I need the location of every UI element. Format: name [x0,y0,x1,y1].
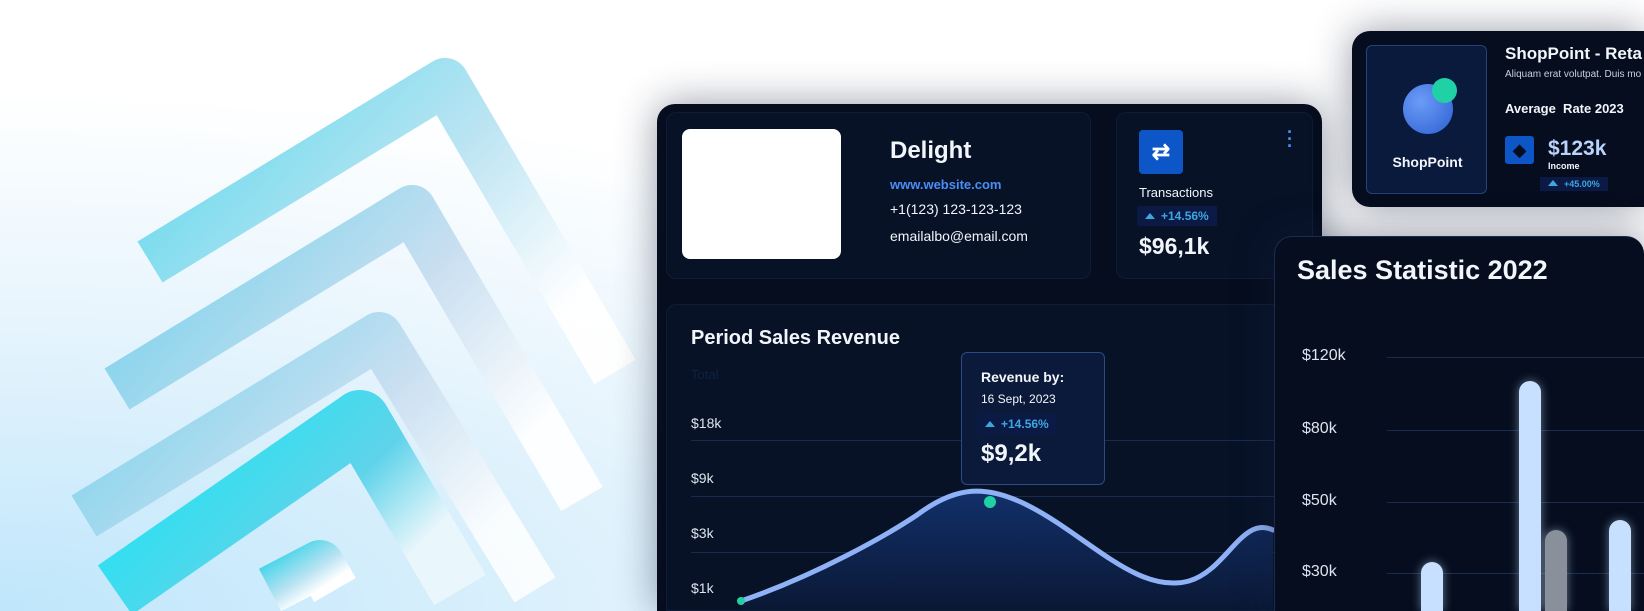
shoppoint-logo-box: ShopPoint [1366,45,1487,194]
sales-bar [1421,562,1443,611]
y-tick: $80k [1302,420,1337,437]
profile-phone: +1(123) 123-123-123 [890,201,1022,217]
profile-name: Delight [890,137,972,164]
period-subtitle: Total [691,367,719,382]
shoppoint-title: ShopPoint - Reta [1505,44,1642,63]
y-tick: $50k [1302,492,1337,509]
shoppoint-card: ShopPoint ShopPoint - Reta Aliquam erat … [1352,31,1644,207]
y-tick: $3k [691,525,714,541]
transactions-change-badge: +14.56% [1137,206,1217,226]
tooltip-date: 16 Sept, 2023 [981,392,1056,406]
transactions-label: Transactions [1139,185,1213,200]
revenue-area [741,491,1273,610]
chevron-4 [97,390,486,611]
transactions-change: +14.56% [1161,209,1209,223]
transactions-value: $96,1k [1139,233,1210,259]
chevron-5 [258,540,356,611]
income-change: +45.00% [1564,179,1600,189]
chevron-2 [104,185,603,512]
arrow-up-icon [1145,213,1155,219]
tooltip-change: +14.56% [1001,417,1049,431]
shoppoint-brand: ShopPoint [1392,154,1463,170]
revenue-highlight-point [984,496,996,508]
income-value: $123k [1548,137,1607,160]
sales-statistic-card: Sales Statistic 2022 $120k $80k $50k $30… [1274,236,1644,611]
arrows-swap-icon: ⇄ [1139,130,1183,174]
tooltip-value: $9,2k [981,440,1042,467]
income-label: Income [1548,161,1580,171]
period-title: Period Sales Revenue [691,327,900,349]
more-vertical-icon[interactable]: · · · [1287,122,1293,156]
chevron-3 [71,312,556,603]
chevron-decoration [71,58,636,611]
y-tick: $9k [691,470,714,486]
profile-website-link[interactable]: www.website.com [890,177,1002,192]
revenue-line-chart [737,488,1276,610]
y-tick: $120k [1302,347,1346,364]
sales-bar [1545,530,1567,611]
shoppoint-description: Aliquam erat volutpat. Duis mo [1505,69,1642,80]
sales-chart-title: Sales Statistic 2022 [1297,255,1548,285]
income-change-badge: +45.00% [1540,177,1608,191]
revenue-tooltip: Revenue by: 16 Sept, 2023 +14.56% $9,2k [961,352,1105,485]
revenue-start-point [737,597,745,605]
rate-title: Average Rate 2023 [1505,101,1624,116]
arrow-up-icon [1548,180,1558,186]
diamond-icon: ◆ [1505,136,1534,164]
y-tick: $1k [691,580,714,596]
profile-card: Delight www.website.com +1(123) 123-123-… [666,112,1091,279]
arrow-up-icon [985,421,995,427]
sales-bar [1609,519,1631,611]
shoppoint-logo-dot [1432,78,1457,103]
gridline [1387,430,1644,431]
revenue-line [738,488,1276,604]
gridline [1387,502,1644,503]
gridline [1387,573,1644,574]
sales-bar [1519,380,1541,611]
tooltip-title: Revenue by: [981,369,1065,385]
y-tick: $30k [1302,563,1337,580]
chevron-1 [137,58,636,385]
profile-logo [682,129,841,259]
gridline [1387,357,1644,358]
tooltip-change-badge: +14.56% [977,414,1057,434]
profile-email: emailalbo@email.com [890,228,1028,244]
y-tick: $18k [691,415,722,431]
